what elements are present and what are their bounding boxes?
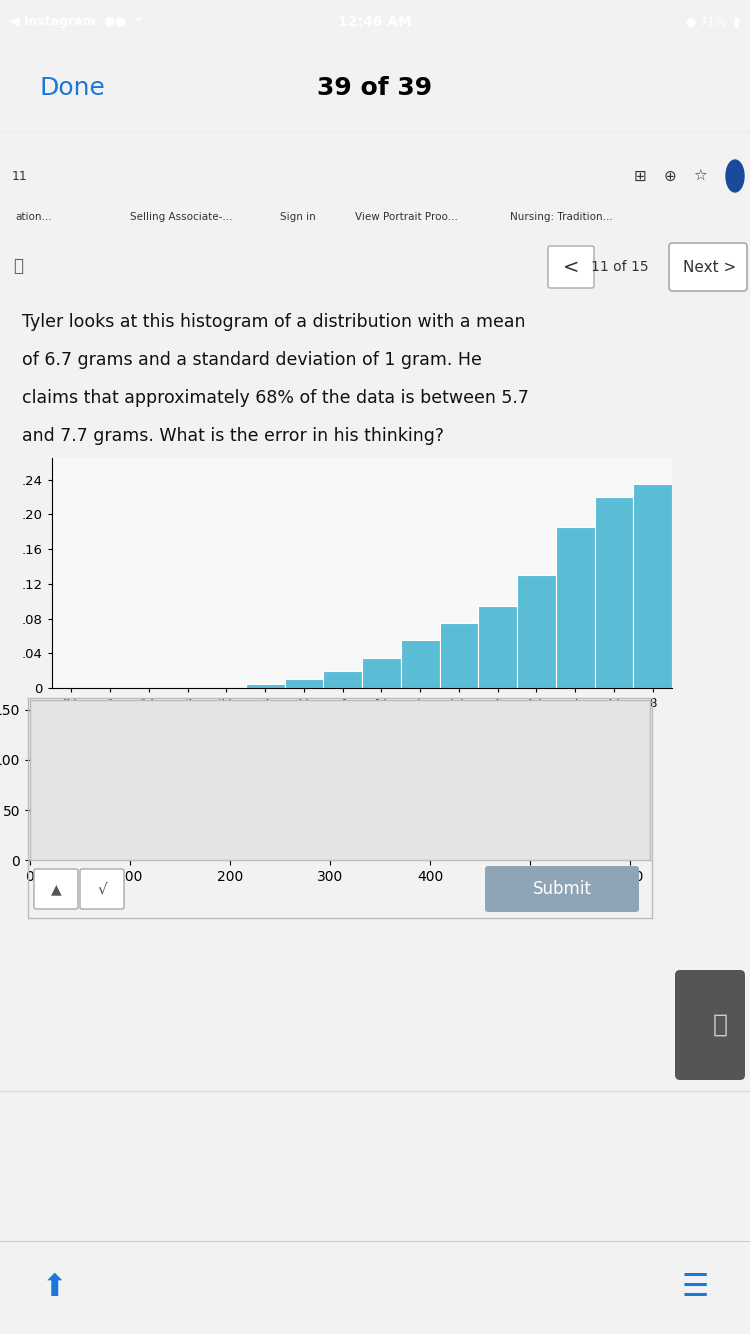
Text: 11: 11 xyxy=(12,169,28,183)
Text: 12:46 AM: 12:46 AM xyxy=(338,15,412,29)
Bar xyxy=(246,683,284,688)
Text: Selling Associate-...: Selling Associate-... xyxy=(130,212,232,221)
Text: Next >: Next > xyxy=(683,260,736,275)
Text: ation...: ation... xyxy=(15,212,52,221)
FancyBboxPatch shape xyxy=(34,868,78,908)
Text: Tyler looks at this histogram of a distribution with a mean: Tyler looks at this histogram of a distr… xyxy=(22,313,526,331)
Bar xyxy=(478,606,517,688)
Bar xyxy=(362,658,401,688)
Text: ▲: ▲ xyxy=(51,882,62,896)
Bar xyxy=(595,498,633,688)
Bar xyxy=(556,527,595,688)
Text: ☰: ☰ xyxy=(681,1273,709,1302)
Bar xyxy=(323,671,362,688)
Bar xyxy=(400,640,439,688)
Text: ⬆: ⬆ xyxy=(42,1273,68,1302)
FancyBboxPatch shape xyxy=(548,245,594,288)
Text: 〈: 〈 xyxy=(712,1013,728,1037)
Text: Nursing: Tradition...: Nursing: Tradition... xyxy=(510,212,613,221)
Text: claims that approximately 68% of the data is between 5.7: claims that approximately 68% of the dat… xyxy=(22,390,529,407)
Text: View Portrait Proo...: View Portrait Proo... xyxy=(355,212,458,221)
Text: ◀ Instagram  ●●  ʷ: ◀ Instagram ●● ʷ xyxy=(10,16,142,28)
Bar xyxy=(633,484,672,688)
Bar xyxy=(440,623,479,688)
Bar xyxy=(517,575,556,688)
Text: of 6.7 grams and a standard deviation of 1 gram. He: of 6.7 grams and a standard deviation of… xyxy=(22,351,482,370)
Text: ● 71%  ▮: ● 71% ▮ xyxy=(686,16,740,28)
Text: ⊕: ⊕ xyxy=(664,168,676,184)
Text: √: √ xyxy=(98,882,106,896)
Text: 11 of 15: 11 of 15 xyxy=(591,260,649,273)
FancyBboxPatch shape xyxy=(675,970,745,1081)
Text: ⊞: ⊞ xyxy=(634,168,646,184)
X-axis label: weight (g): weight (g) xyxy=(321,716,403,732)
Text: Done: Done xyxy=(40,76,106,100)
FancyBboxPatch shape xyxy=(669,243,747,291)
FancyBboxPatch shape xyxy=(485,866,639,912)
FancyBboxPatch shape xyxy=(80,868,124,908)
Text: Submit: Submit xyxy=(532,880,592,898)
Text: <: < xyxy=(562,257,579,276)
Text: ⤢: ⤢ xyxy=(13,257,23,275)
Text: 39 of 39: 39 of 39 xyxy=(317,76,433,100)
Text: and 7.7 grams. What is the error in his thinking?: and 7.7 grams. What is the error in his … xyxy=(22,427,444,446)
Bar xyxy=(284,679,323,688)
Text: D: D xyxy=(730,169,740,183)
Text: Sign in: Sign in xyxy=(280,212,316,221)
Text: ☆: ☆ xyxy=(693,168,706,184)
